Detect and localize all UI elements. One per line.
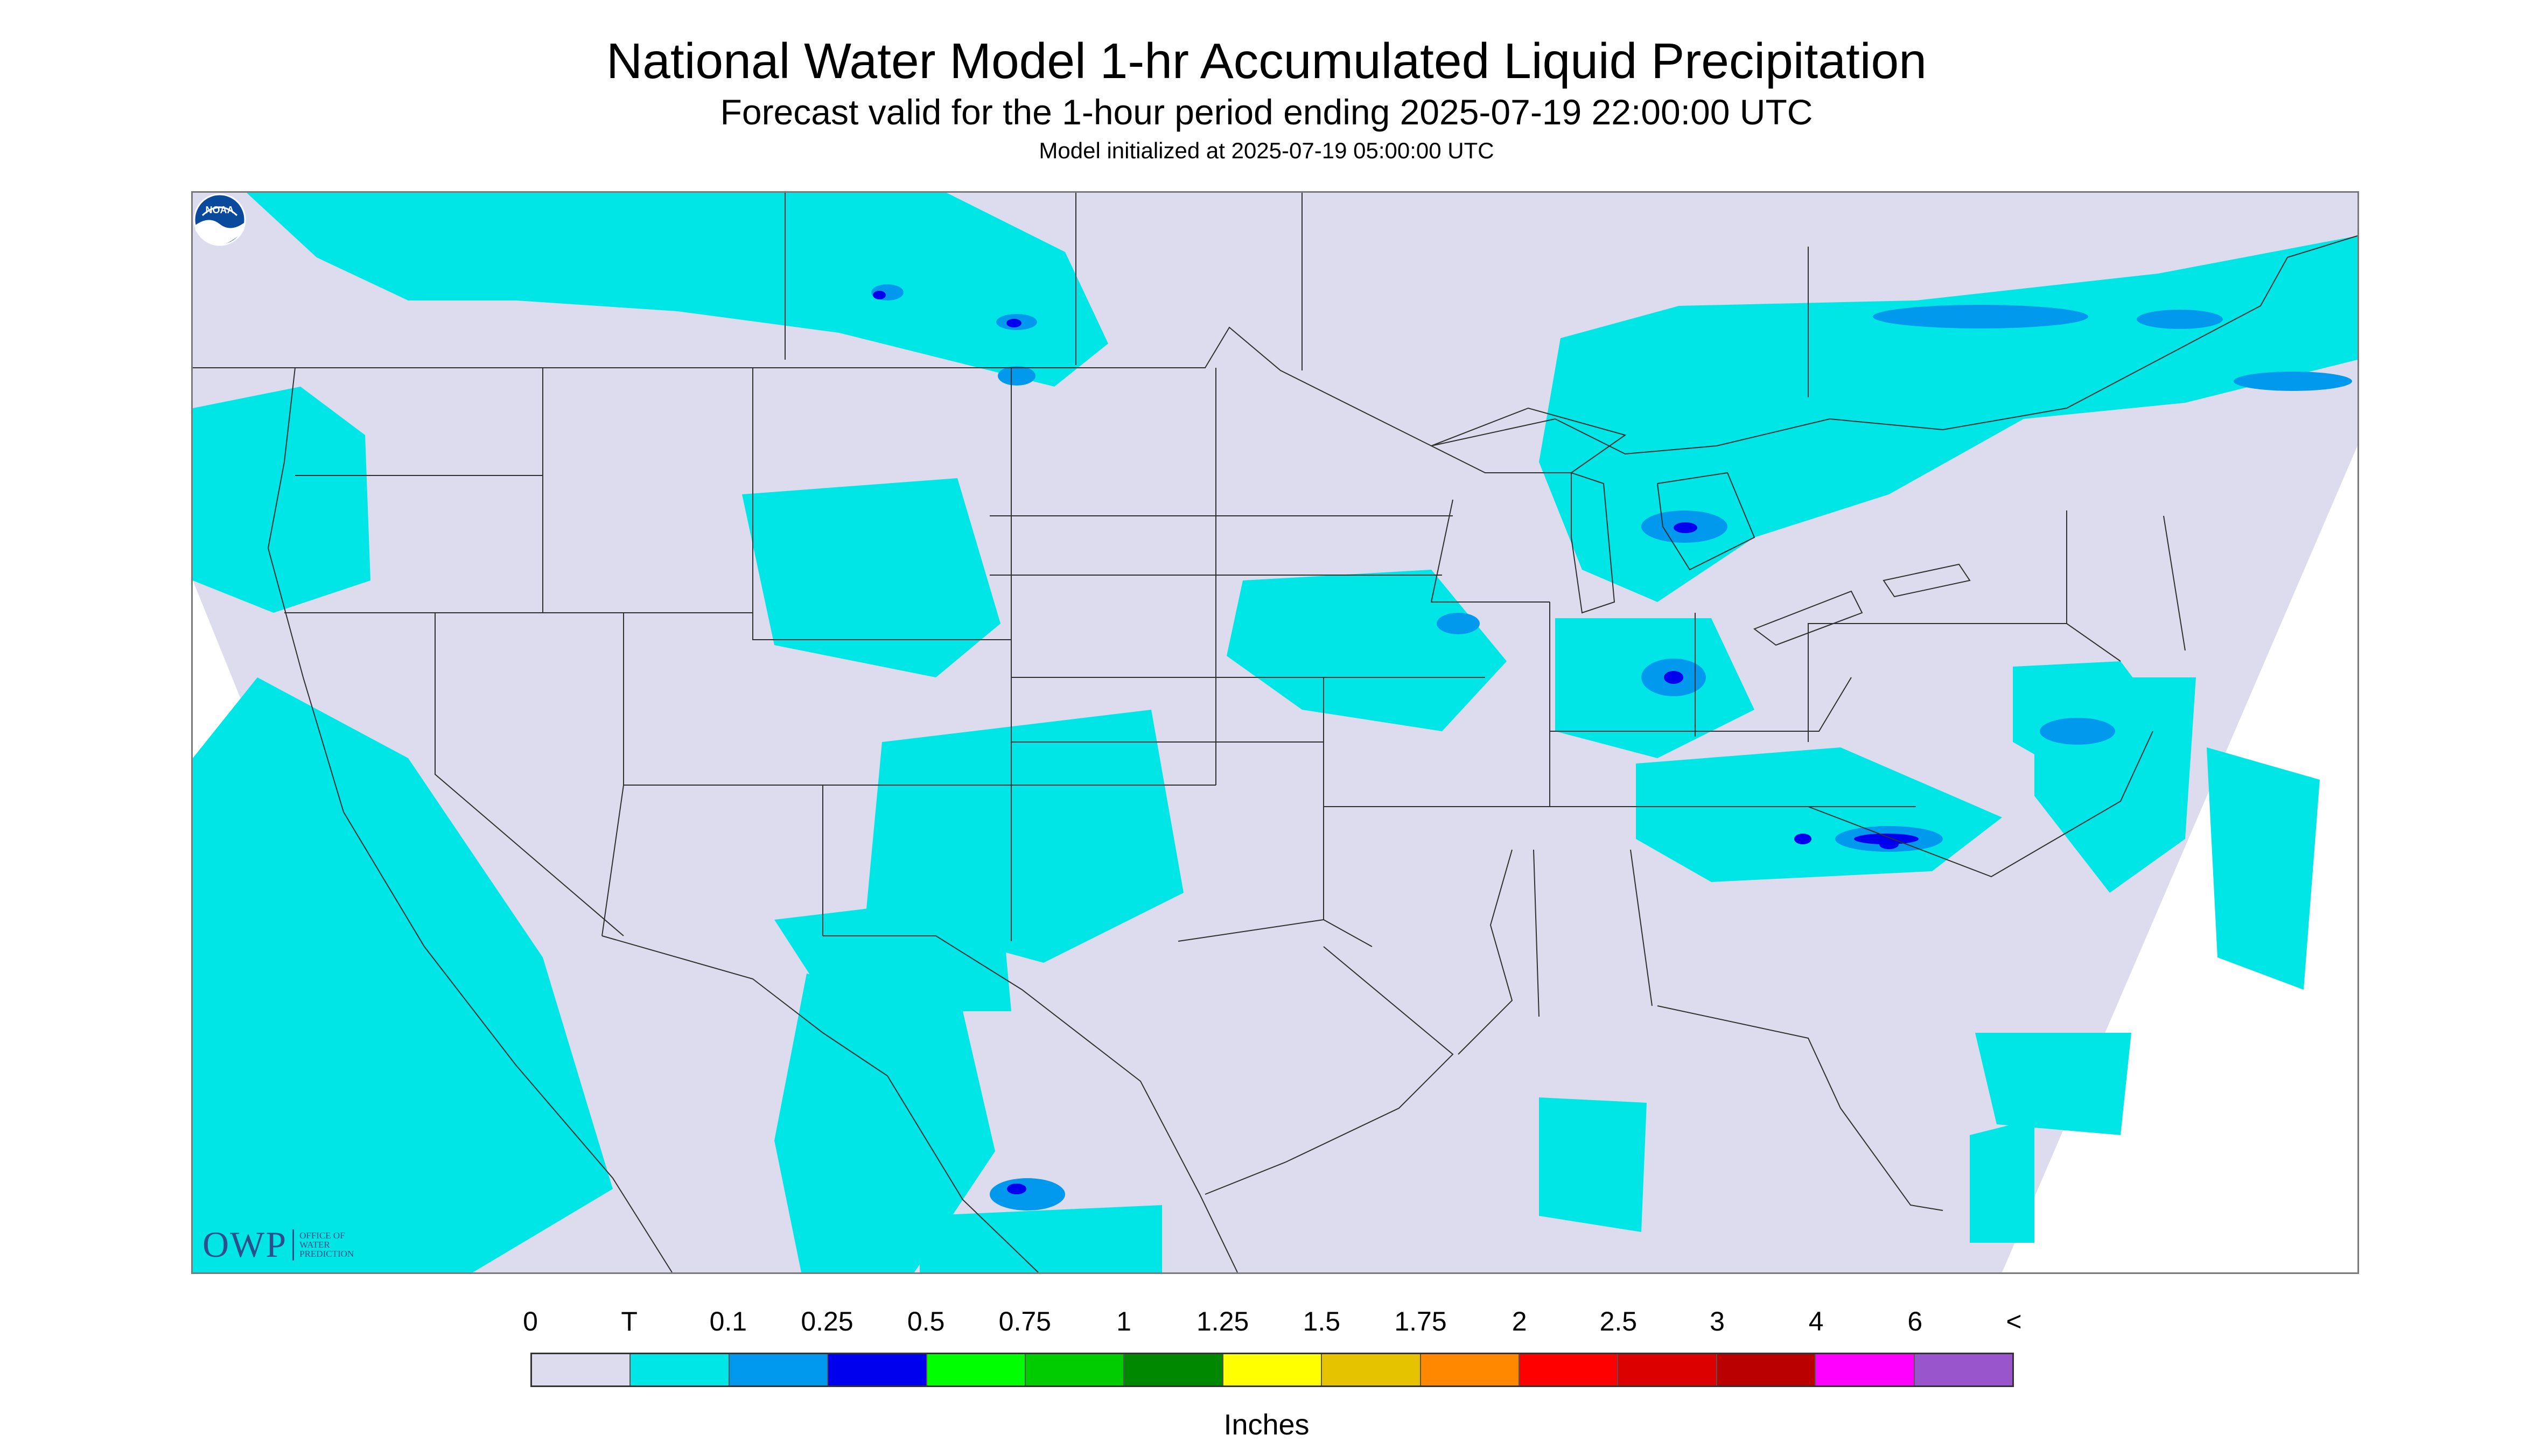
trace-precip-layer [193,193,2357,1272]
legend-colorbar [530,1353,2014,1387]
owp-logo-subtext: OFFICE OF WATER PREDICTION [299,1230,354,1259]
legend-swatch [1026,1354,1125,1385]
legend-tick-label: 0.25 [801,1306,853,1336]
legend-units-label: Inches [1223,1409,1310,1441]
legend-tick-label: 2.5 [1599,1306,1638,1336]
legend-tick-label: 0.1 [709,1306,747,1336]
legend-swatch [532,1354,631,1385]
legend-tick-label: 1.5 [1303,1306,1341,1336]
legend-swatch [1914,1354,2013,1385]
legend-swatch [1322,1354,1421,1385]
legend-tick-label: 2 [1512,1306,1527,1336]
noaa-logo: NOAA [193,193,246,246]
legend-tick-label: 1.75 [1394,1306,1447,1336]
legend-tick-label: 4 [1808,1306,1824,1336]
legend-swatch [1717,1354,1816,1385]
legend-tick-label: 1.25 [1196,1306,1249,1336]
precipitation-map: OWP OFFICE OF WATER PREDICTION NOAA [191,191,2359,1274]
legend-tick-label: T [621,1306,638,1336]
owp-logo-letters: OWP [202,1224,288,1265]
svg-text:NOAA: NOAA [206,205,234,215]
legend-swatch [927,1354,1026,1385]
legend-swatch [1223,1354,1323,1385]
owp-logo: OWP OFFICE OF WATER PREDICTION [202,1223,354,1266]
heavy-precip-layer [873,291,1919,1194]
map-subtitle: Forecast valid for the 1-hour period end… [720,92,1813,132]
legend-swatch [1124,1354,1223,1385]
legend-tick-label: 3 [1710,1306,1725,1336]
great-lakes [1430,407,1971,646]
legend-tick-label: 0.75 [998,1306,1051,1336]
legend-tick-label: 1 [1116,1306,1131,1336]
legend-tick-label: 6 [1907,1306,1923,1336]
map-canvas [193,193,2357,1272]
legend-swatch [1618,1354,1717,1385]
legend-swatch [1520,1354,1619,1385]
owp-logo-divider [292,1229,295,1261]
state-boundaries [193,193,2357,1272]
legend-swatch [729,1354,829,1385]
legend-swatch [1816,1354,1915,1385]
legend-tick-label: 0 [523,1306,538,1336]
legend-swatch [828,1354,927,1385]
legend-tick-label: < [2006,1306,2022,1336]
legend-tick-label: 0.5 [907,1306,945,1336]
model-init-label: Model initialized at 2025-07-19 05:00:00… [1039,138,1494,163]
legend-tick-labels: 0 T 0.1 0.25 0.5 0.75 1 1.25 1.5 1.75 2 2.5 3 4 6 < [523,1306,2022,1343]
legend-swatch [631,1354,730,1385]
legend-swatch [1421,1354,1520,1385]
map-title: National Water Model 1-hr Accumulated Li… [606,33,1927,89]
